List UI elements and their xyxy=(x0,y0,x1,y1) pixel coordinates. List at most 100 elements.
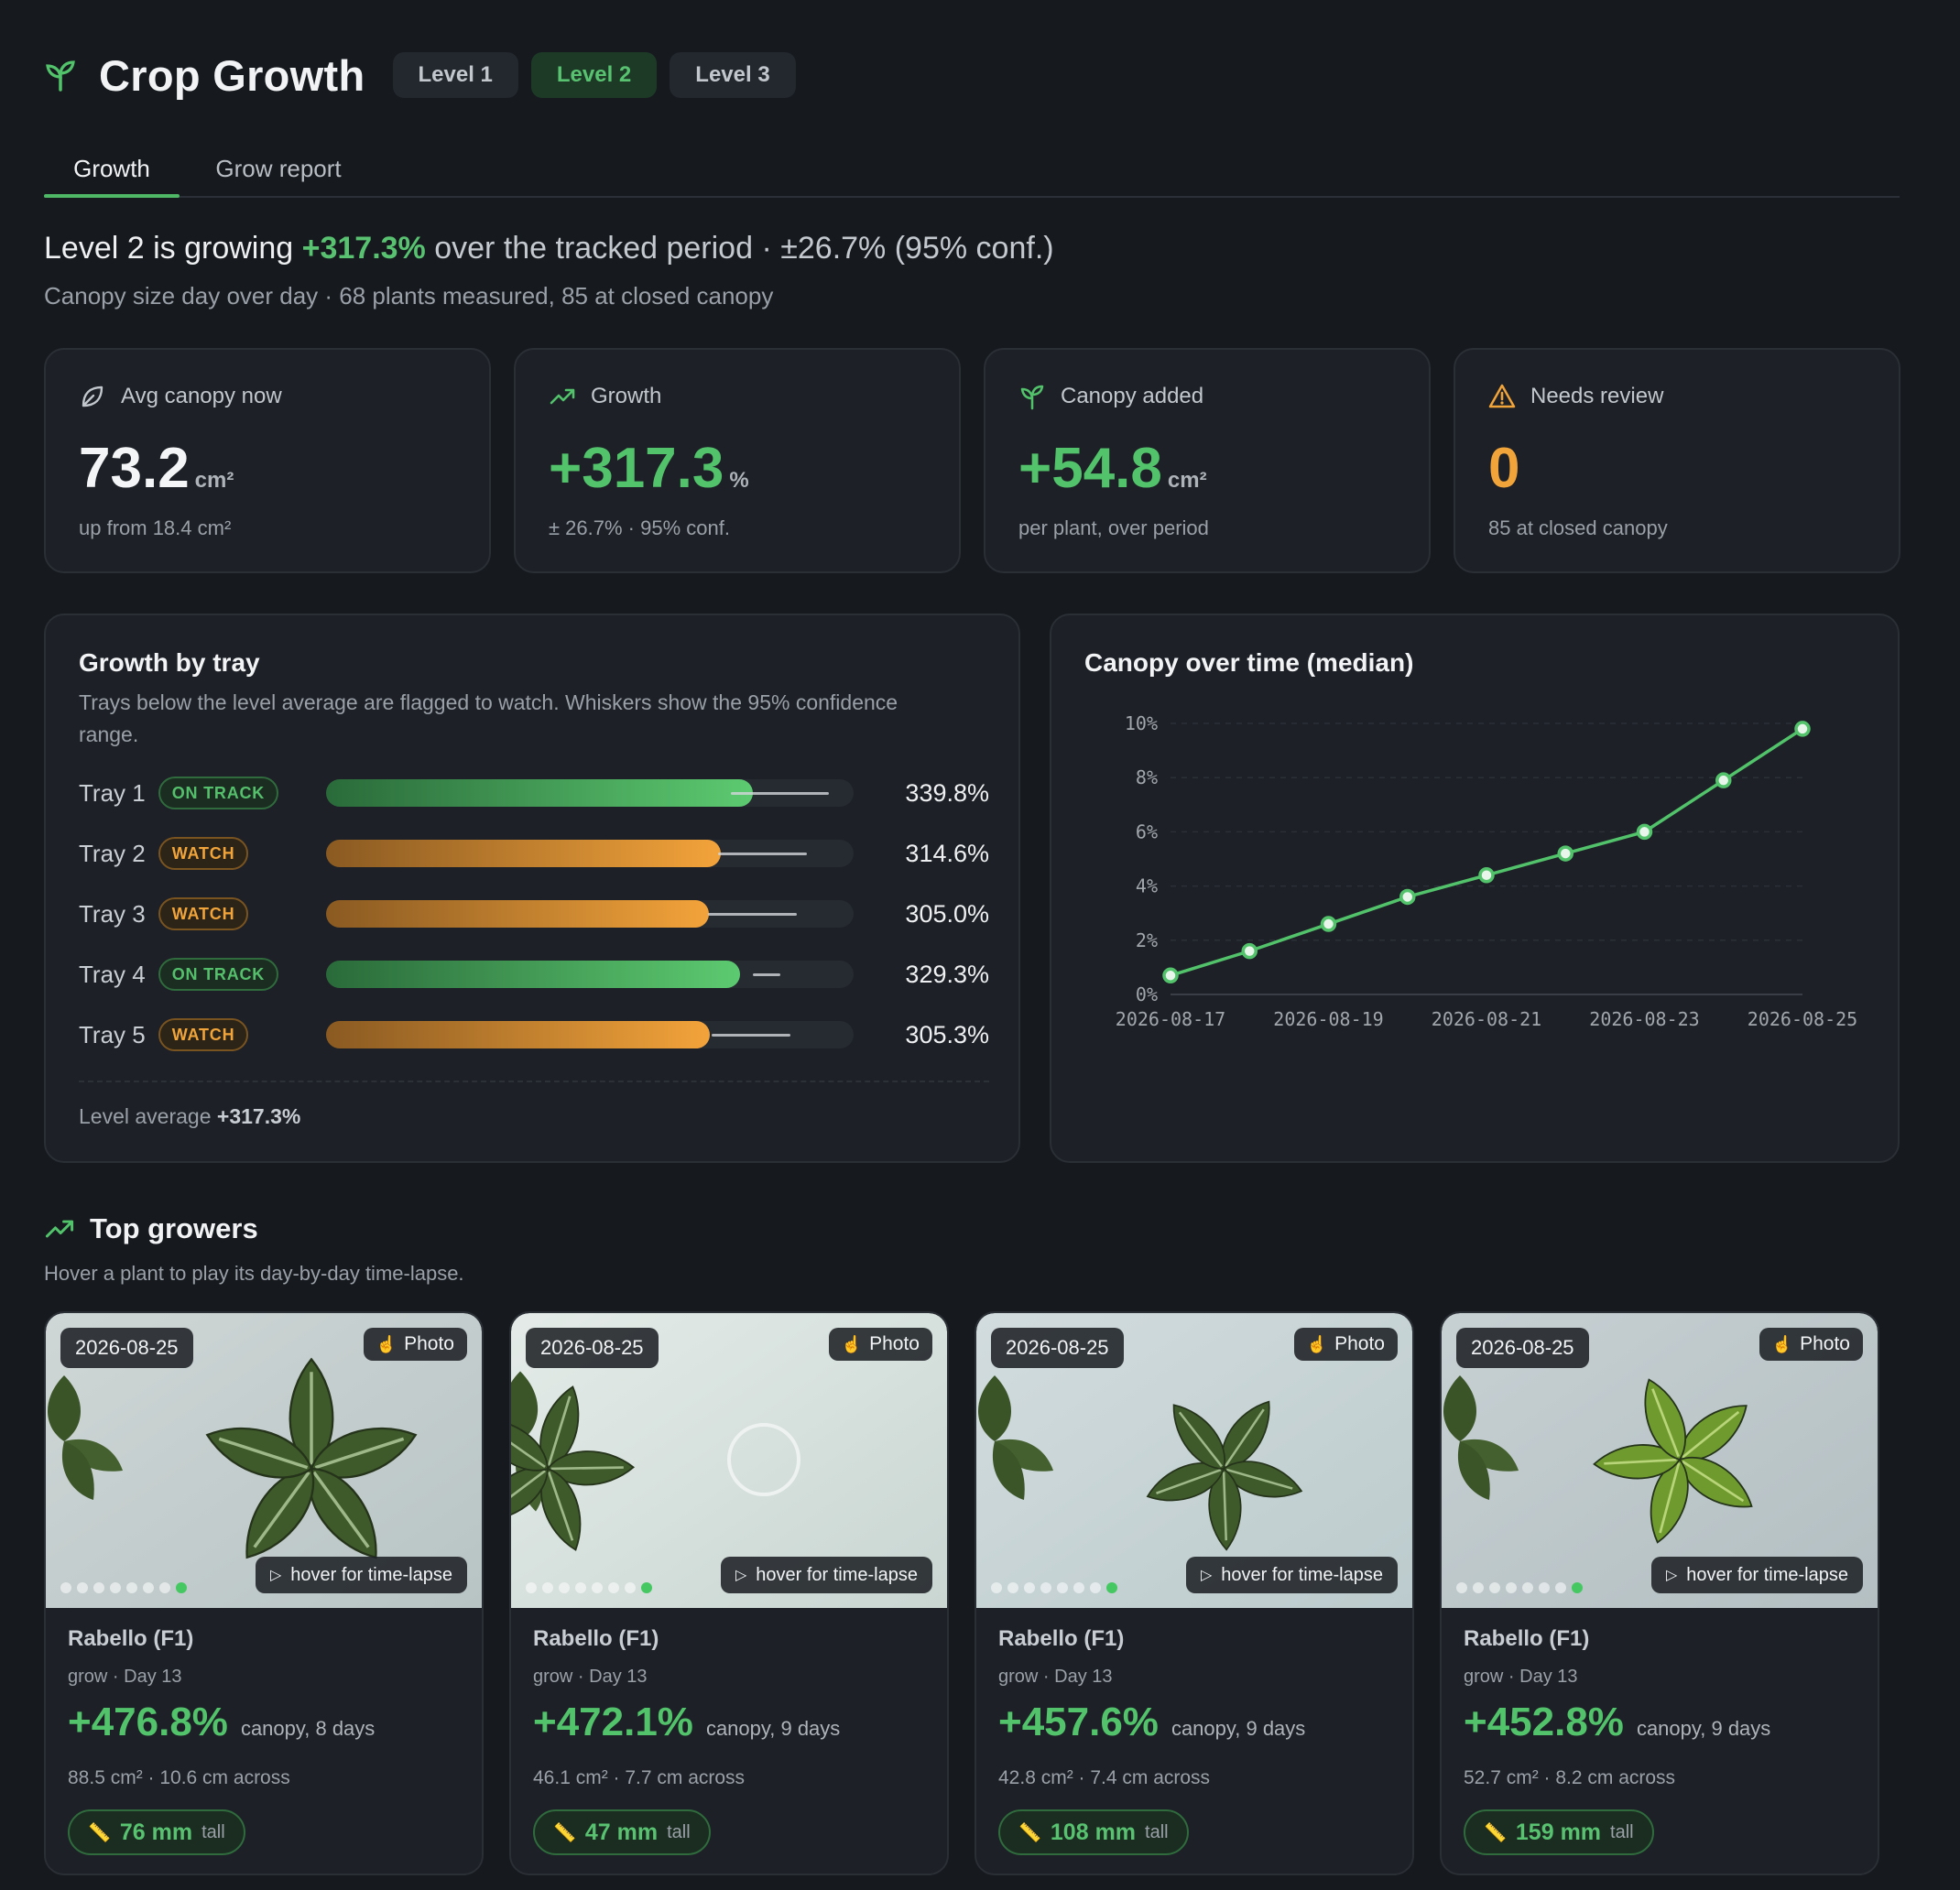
plant-stage: grow · Day 13 xyxy=(1464,1667,1578,1687)
stat-value: +317.3 xyxy=(549,437,724,500)
plant-photo[interactable]: 2026-08-25 ☝ Photo ▷ hover for time-lapse xyxy=(46,1313,482,1608)
tray-row[interactable]: Tray 5 WATCH 305.3% xyxy=(79,1015,989,1055)
timelapse-hint: ▷ hover for time-lapse xyxy=(1185,1557,1398,1593)
tab-bar: Growth Grow report xyxy=(44,141,1900,198)
canopy-line-chart: 0% 2% 4% 6% 8% 10% 2026-08-17 2026-08-19 2026-08… xyxy=(1116,712,1857,1030)
timelapse-dot xyxy=(1090,1582,1101,1593)
play-icon: ▷ xyxy=(735,1568,747,1583)
photo-date-chip: 2026-08-25 xyxy=(526,1328,659,1368)
photo-label: Photo xyxy=(404,1333,454,1354)
plant-height-badge: 📏 47 mm tall xyxy=(533,1809,711,1855)
level-average: Level average +317.3% xyxy=(79,1104,300,1129)
tray-divider xyxy=(79,1081,989,1082)
play-icon: ▷ xyxy=(1665,1568,1678,1583)
timelapse-dot xyxy=(1473,1582,1484,1593)
tray-row[interactable]: Tray 1 ON TRACK 339.8% xyxy=(79,773,989,813)
x-tick-label: 2026-08-19 xyxy=(1273,1008,1383,1030)
grower-card[interactable]: 2026-08-25 ☝ Photo ▷ hover for time-lapse Rab… xyxy=(1440,1311,1879,1875)
plant-height-badge: 📏 159 mm tall xyxy=(1464,1809,1654,1855)
sprout-icon xyxy=(1020,385,1044,410)
ruler-icon: 📏 xyxy=(553,1822,576,1843)
y-tick-label: 2% xyxy=(1136,929,1158,951)
plant-name: Rabello (F1) xyxy=(533,1626,659,1651)
timelapse-dot xyxy=(159,1582,170,1593)
ruler-icon: 📏 xyxy=(88,1822,111,1843)
timelapse-dot xyxy=(1572,1582,1583,1593)
tray-row[interactable]: Tray 2 WATCH 314.6% xyxy=(79,833,989,874)
tray-value: 305.0% xyxy=(905,899,989,928)
timelapse-dot xyxy=(1506,1582,1517,1593)
warning-icon xyxy=(1488,384,1516,408)
level-2-button[interactable]: Level 2 xyxy=(530,52,658,98)
y-tick-label: 4% xyxy=(1136,875,1158,897)
plant-photo[interactable]: 2026-08-25 ☝ Photo ▷ hover for time-lapse xyxy=(511,1313,947,1608)
tray-bar-fill xyxy=(326,961,740,988)
canopy-data-point xyxy=(1478,867,1495,884)
canopy-data-point xyxy=(1399,888,1416,906)
plant-name: Rabello (F1) xyxy=(1464,1626,1590,1651)
photo-button[interactable]: ☝ Photo xyxy=(1293,1328,1398,1361)
photo-button[interactable]: ☝ Photo xyxy=(363,1328,467,1361)
level-3-button[interactable]: Level 3 xyxy=(670,52,796,98)
tab-grow-report[interactable]: Grow report xyxy=(215,154,342,182)
timelapse-hint-label: hover for time-lapse xyxy=(290,1564,452,1585)
tray-row[interactable]: Tray 3 WATCH 305.0% xyxy=(79,894,989,934)
top-growers-description: Hover a plant to play its day-by-day tim… xyxy=(44,1262,464,1285)
tray-label: Tray 5 xyxy=(79,1020,146,1048)
plant-growth-pct: +457.6% xyxy=(998,1700,1159,1744)
timelapse-dot xyxy=(60,1582,71,1593)
canopy-data-point xyxy=(1715,772,1732,788)
stat-foot: ± 26.7% · 95% conf. xyxy=(549,516,730,539)
hand-pointer-icon: ☝ xyxy=(376,1334,397,1353)
tray-bar-fill xyxy=(326,900,710,928)
stat-value: +54.8 xyxy=(1018,437,1162,500)
y-tick-label: 6% xyxy=(1136,820,1158,842)
timelapse-dots xyxy=(60,1582,192,1593)
tray-card-description: Trays below the level average are flagge… xyxy=(79,690,898,746)
timelapse-dot xyxy=(575,1582,586,1593)
level-1-button[interactable]: Level 1 xyxy=(392,52,518,98)
photo-button[interactable]: ☝ Photo xyxy=(828,1328,932,1361)
grower-card[interactable]: 2026-08-25 ☝ Photo ▷ hover for time-lapse Rab… xyxy=(44,1311,484,1875)
ruler-icon: 📏 xyxy=(1018,1822,1041,1843)
plant-photo[interactable]: 2026-08-25 ☝ Photo ▷ hover for time-lapse xyxy=(976,1313,1412,1608)
timelapse-dot xyxy=(176,1582,187,1593)
stat-unit: % xyxy=(729,468,749,493)
plant-size: 42.8 cm² · 7.4 cm across xyxy=(998,1767,1211,1788)
plant-stage: grow · Day 13 xyxy=(68,1667,182,1687)
plant-size: 88.5 cm² · 10.6 cm across xyxy=(68,1767,290,1788)
growth-by-tray-card: Growth by tray Trays below the level ave… xyxy=(44,614,1020,1163)
sprout-logo-icon xyxy=(46,60,75,92)
stat-card-growth: Growth +317.3 % ± 26.7% · 95% conf. xyxy=(514,348,961,573)
stat-unit: cm² xyxy=(1167,468,1207,493)
summary-middle: over the tracked period xyxy=(434,231,753,266)
photo-button[interactable]: ☝ Photo xyxy=(1759,1328,1863,1361)
play-icon: ▷ xyxy=(269,1568,282,1583)
plant-canopy-period: canopy, 9 days xyxy=(1636,1717,1771,1740)
plant-canopy-period: canopy, 9 days xyxy=(1171,1717,1306,1740)
x-tick-label: 2026-08-25 xyxy=(1748,1008,1857,1030)
grower-card[interactable]: 2026-08-25 ☝ Photo ▷ hover for time-lapse Rab… xyxy=(975,1311,1414,1875)
stat-foot: per plant, over period xyxy=(1018,516,1209,539)
stat-label: Needs review xyxy=(1530,384,1664,408)
timelapse-hint: ▷ hover for time-lapse xyxy=(720,1557,932,1593)
tray-row[interactable]: Tray 4 ON TRACK 329.3% xyxy=(79,954,989,994)
plant-height-suffix: tall xyxy=(201,1821,225,1842)
hand-pointer-icon: ☝ xyxy=(1306,1334,1328,1353)
plant-photo[interactable]: 2026-08-25 ☝ Photo ▷ hover for time-lapse xyxy=(1442,1313,1878,1608)
stat-label: Growth xyxy=(591,384,662,408)
hand-pointer-icon: ☝ xyxy=(1771,1334,1793,1353)
x-tick-label: 2026-08-21 xyxy=(1432,1008,1541,1030)
tray-status-badge: WATCH xyxy=(158,837,249,870)
plant-stage: grow · Day 13 xyxy=(998,1667,1113,1687)
tray-bar-track xyxy=(326,840,854,867)
timelapse-dot xyxy=(991,1582,1002,1593)
grower-card[interactable]: 2026-08-25 ☝ Photo ▷ hover for time-lapse Rab… xyxy=(509,1311,949,1875)
tray-confidence-whisker xyxy=(717,853,808,855)
plant-height-value: 76 mm xyxy=(119,1819,193,1845)
plant-height-suffix: tall xyxy=(667,1821,691,1842)
tray-status-badge: ON TRACK xyxy=(158,777,279,809)
canopy-series-line xyxy=(1170,727,1803,977)
tab-growth[interactable]: Growth xyxy=(44,141,180,198)
canopy-data-point xyxy=(1557,845,1573,862)
